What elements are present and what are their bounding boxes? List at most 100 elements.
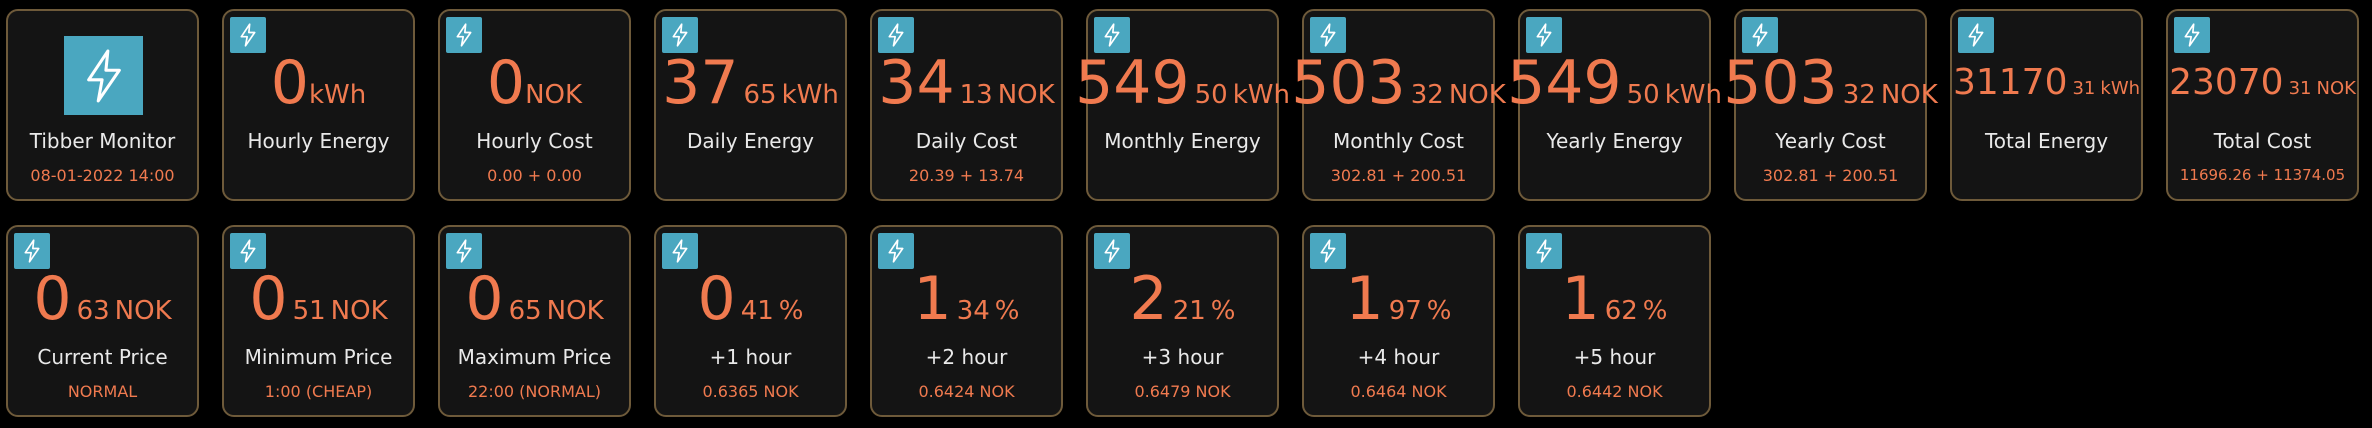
tile-value: 549 50 kWh: [1075, 43, 1290, 123]
value-integer: 1: [1345, 264, 1384, 334]
tile-value: 34 13 NOK: [872, 43, 1061, 123]
value-integer: 0: [697, 264, 736, 334]
tile-subtext: 0.00 + 0.00: [487, 166, 582, 185]
value-unit: %: [994, 296, 1020, 326]
daily-cost-tile[interactable]: 34 13 NOK Daily Cost 20.39 + 13.74: [870, 9, 1063, 201]
value-unit: kWh: [2100, 78, 2141, 99]
value-integer: 503: [1723, 48, 1838, 118]
monthly-cost-tile[interactable]: 503 32 NOK Monthly Cost 302.81 + 200.51: [1291, 9, 1506, 201]
tile-value: 0 51 NOK: [224, 259, 413, 339]
current-price-tile[interactable]: 0 63 NOK Current Price NORMAL: [6, 225, 199, 417]
tile-title: +4 hour: [1357, 345, 1440, 369]
value-decimal: 63: [76, 296, 110, 326]
tile-title: Daily Energy: [687, 129, 814, 153]
value-unit: kWh: [308, 80, 367, 110]
lightning-bolt-icon: [1094, 17, 1130, 53]
value-decimal: 13: [959, 80, 993, 110]
tile-value: 503 32 NOK: [1291, 43, 1506, 123]
hourly-cost-tile[interactable]: 0 NOK Hourly Cost 0.00 + 0.00: [438, 9, 631, 201]
lightning-bolt-icon: [878, 17, 914, 53]
tile-subtext: 0.6424 NOK: [918, 382, 1015, 401]
tile-value: 0 65 NOK: [440, 259, 629, 339]
tile-subtext: 22:00 (NORMAL): [467, 382, 602, 401]
tile-title: +2 hour: [925, 345, 1008, 369]
tile-title: Hourly Energy: [247, 129, 390, 153]
lightning-bolt-icon: [446, 233, 482, 269]
lightning-bolt-icon: [1958, 17, 1994, 53]
monthly-energy-tile[interactable]: 549 50 kWh Monthly Energy: [1075, 9, 1290, 201]
tile-value: 1 97%: [1304, 259, 1493, 339]
tile-value: 1 34%: [872, 259, 1061, 339]
plus-2-hour-tile[interactable]: 1 34% +2 hour 0.6424 NOK: [870, 225, 1063, 417]
lightning-bolt-icon: [230, 17, 266, 53]
tile-value: 1 62%: [1520, 259, 1709, 339]
tile-subtext: 1:00 (CHEAP): [264, 382, 373, 401]
value-decimal: 65: [743, 80, 777, 110]
tile-title: Hourly Cost: [476, 129, 593, 153]
value-decimal: 31: [2288, 78, 2312, 99]
value-integer: 549: [1507, 48, 1622, 118]
tile-title: Daily Cost: [915, 129, 1018, 153]
value-unit: kWh: [1232, 80, 1290, 110]
value-unit: NOK: [2316, 78, 2356, 99]
tile-subtext: 0.6365 NOK: [702, 382, 799, 401]
tile-value: 0 63 NOK: [8, 259, 197, 339]
value-integer: 23070: [2169, 62, 2284, 103]
value-integer: 0: [465, 264, 504, 334]
tile-subtext: 302.81 + 200.51: [1330, 166, 1467, 185]
tile-title: Yearly Cost: [1775, 129, 1886, 153]
lightning-bolt-icon: [1742, 17, 1778, 53]
tile-title: +3 hour: [1141, 345, 1224, 369]
value-decimal: 32: [1410, 80, 1444, 110]
tile-title: Monthly Cost: [1333, 129, 1464, 153]
tile-subtext: NORMAL: [67, 382, 138, 401]
tile-value: 0 kWh: [224, 43, 413, 123]
minimum-price-tile[interactable]: 0 51 NOK Minimum Price 1:00 (CHEAP): [222, 225, 415, 417]
lightning-bolt-icon: [878, 233, 914, 269]
plus-5-hour-tile[interactable]: 1 62% +5 hour 0.6442 NOK: [1518, 225, 1711, 417]
tile-value: 37 65 kWh: [656, 43, 845, 123]
tile-title: Total Energy: [1984, 129, 2109, 153]
lightning-bolt-icon: [14, 233, 50, 269]
tibber-monitor-tile[interactable]: Tibber Monitor 08-01-2022 14:00: [6, 9, 199, 201]
tile-timestamp: 08-01-2022 14:00: [30, 166, 175, 185]
value-unit: %: [1210, 296, 1236, 326]
value-unit: NOK: [546, 296, 604, 326]
lightning-bolt-icon: [446, 17, 482, 53]
maximum-price-tile[interactable]: 0 65 NOK Maximum Price 22:00 (NORMAL): [438, 225, 631, 417]
plus-1-hour-tile[interactable]: 0 41% +1 hour 0.6365 NOK: [654, 225, 847, 417]
plus-4-hour-tile[interactable]: 1 97% +4 hour 0.6464 NOK: [1302, 225, 1495, 417]
value-decimal: 65: [508, 296, 542, 326]
plus-3-hour-tile[interactable]: 2 21% +3 hour 0.6479 NOK: [1086, 225, 1279, 417]
value-decimal: 97: [1388, 296, 1422, 326]
daily-energy-tile[interactable]: 37 65 kWh Daily Energy: [654, 9, 847, 201]
value-integer: 31170: [1952, 62, 2068, 103]
hourly-energy-tile[interactable]: 0 kWh Hourly Energy: [222, 9, 415, 201]
value-unit: NOK: [330, 296, 388, 326]
tile-value: 31170 31 kWh: [1952, 43, 2141, 123]
value-integer: 1: [1561, 264, 1600, 334]
yearly-cost-tile[interactable]: 503 32 NOK Yearly Cost 302.81 + 200.51: [1723, 9, 1938, 201]
value-integer: 549: [1075, 48, 1190, 118]
total-energy-tile[interactable]: 31170 31 kWh Total Energy: [1950, 9, 2143, 201]
lightning-bolt-icon: [64, 36, 143, 115]
lightning-bolt-icon: [1526, 233, 1562, 269]
lightning-bolt-icon: [662, 233, 698, 269]
value-unit: NOK: [525, 80, 583, 110]
lightning-bolt-icon: [1310, 233, 1346, 269]
yearly-energy-tile[interactable]: 549 50 kWh Yearly Energy: [1507, 9, 1722, 201]
total-cost-tile[interactable]: 23070 31 NOK Total Cost 11696.26 + 11374.0…: [2166, 9, 2359, 201]
lightning-bolt-icon: [662, 17, 698, 53]
value-unit: kWh: [1664, 80, 1722, 110]
value-unit: %: [1426, 296, 1452, 326]
value-decimal: 31: [2072, 78, 2096, 99]
tile-subtext: 302.81 + 200.51: [1762, 166, 1899, 185]
tile-value: 0 41%: [656, 259, 845, 339]
tile-title: Minimum Price: [244, 345, 393, 369]
tile-subtext: 0.6464 NOK: [1350, 382, 1447, 401]
tile-subtext: 0.6479 NOK: [1134, 382, 1231, 401]
tile-title: +5 hour: [1573, 345, 1656, 369]
lightning-bolt-icon: [1310, 17, 1346, 53]
value-decimal: 62: [1604, 296, 1638, 326]
value-integer: 34: [878, 48, 955, 118]
